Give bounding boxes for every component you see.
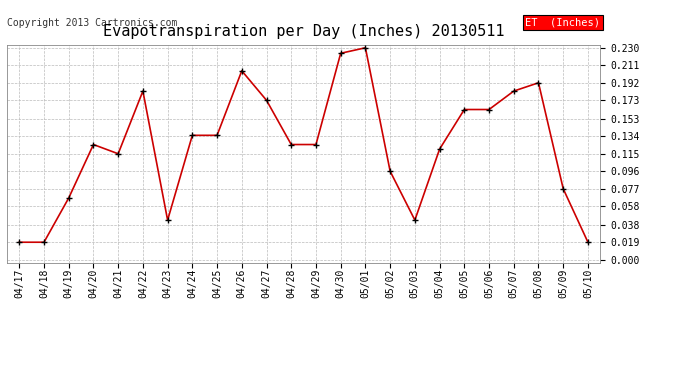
Text: Copyright 2013 Cartronics.com: Copyright 2013 Cartronics.com bbox=[7, 18, 177, 28]
Text: Evapotranspiration per Day (Inches) 20130511: Evapotranspiration per Day (Inches) 2013… bbox=[103, 24, 504, 39]
Text: ET  (Inches): ET (Inches) bbox=[525, 18, 600, 28]
